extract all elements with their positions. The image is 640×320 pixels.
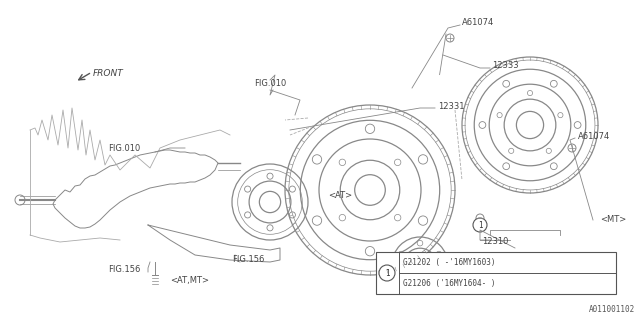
Text: <AT>: <AT>: [328, 190, 352, 199]
Text: 12333: 12333: [492, 60, 518, 69]
FancyBboxPatch shape: [376, 252, 616, 294]
Circle shape: [379, 265, 395, 281]
Text: FRONT: FRONT: [93, 68, 124, 77]
Text: 12310: 12310: [482, 237, 508, 246]
Text: A011001102: A011001102: [589, 305, 635, 314]
Text: A61074: A61074: [462, 18, 494, 27]
Text: FIG.156: FIG.156: [232, 255, 264, 265]
Text: 12331: 12331: [438, 101, 465, 110]
Text: A61074: A61074: [578, 132, 611, 140]
Text: 1: 1: [477, 220, 483, 229]
Circle shape: [473, 218, 487, 232]
Text: G21202 ( -'16MY1603): G21202 ( -'16MY1603): [403, 258, 495, 267]
Text: G21206 ('16MY1604- ): G21206 ('16MY1604- ): [403, 279, 495, 288]
Text: 1: 1: [385, 268, 389, 277]
Text: FIG.010: FIG.010: [108, 143, 140, 153]
Text: <MT>: <MT>: [600, 215, 627, 225]
Text: FIG.010: FIG.010: [254, 79, 286, 88]
Text: FIG.156: FIG.156: [108, 266, 140, 275]
Text: <AT,MT>: <AT,MT>: [170, 276, 209, 284]
